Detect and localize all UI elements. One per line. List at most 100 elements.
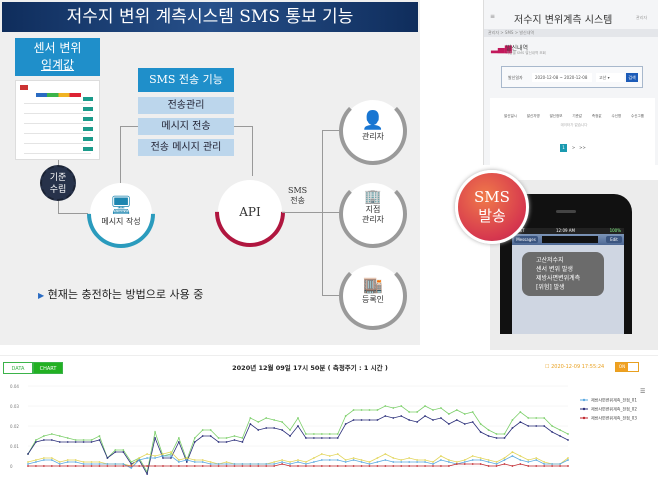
last-page-button[interactable]: >> bbox=[579, 145, 586, 150]
data-point bbox=[114, 449, 117, 451]
date-range-input[interactable]: 2020-12-08 ~ 2020-12-08 bbox=[532, 73, 592, 82]
data-point bbox=[217, 463, 220, 465]
data-point bbox=[98, 435, 101, 437]
data-point bbox=[193, 437, 196, 439]
data-point bbox=[193, 465, 196, 467]
edit-button[interactable]: Edit bbox=[606, 236, 622, 243]
data-point bbox=[233, 463, 236, 465]
column-header: 발신정보 bbox=[549, 114, 563, 118]
data-point bbox=[241, 465, 244, 467]
data-point bbox=[400, 465, 403, 467]
data-point bbox=[416, 411, 419, 413]
threshold-table-thumbnail bbox=[15, 80, 100, 160]
user-name[interactable]: 관리자 bbox=[636, 15, 648, 20]
chart-menu-icon[interactable]: ☰ bbox=[640, 388, 646, 395]
data-point bbox=[312, 465, 315, 467]
data-point bbox=[567, 433, 569, 435]
data-point bbox=[519, 455, 522, 457]
data-point bbox=[344, 465, 347, 467]
data-point bbox=[106, 457, 109, 459]
data-point bbox=[273, 461, 276, 463]
data-point bbox=[320, 453, 323, 455]
data-point bbox=[344, 461, 347, 463]
data-point bbox=[265, 465, 268, 467]
data-point bbox=[193, 441, 196, 443]
data-point bbox=[392, 417, 395, 419]
data-point bbox=[527, 465, 530, 467]
data-point bbox=[328, 433, 331, 435]
data-point bbox=[217, 437, 220, 439]
sensor-box-line: 센서 변위 bbox=[33, 41, 82, 55]
data-point bbox=[122, 465, 125, 467]
data-point bbox=[241, 463, 244, 465]
y-tick-label: 0 bbox=[10, 464, 13, 469]
data-point bbox=[376, 461, 379, 463]
data-point bbox=[535, 425, 538, 427]
data-point bbox=[289, 463, 291, 465]
data-point bbox=[352, 459, 355, 461]
data-point bbox=[479, 423, 482, 425]
data-point bbox=[225, 463, 228, 465]
auto-refresh-toggle[interactable]: ON bbox=[615, 362, 639, 372]
data-point bbox=[328, 465, 331, 467]
data-point bbox=[162, 455, 164, 457]
data-point bbox=[50, 433, 53, 435]
next-page-button[interactable]: > bbox=[571, 145, 576, 150]
data-point bbox=[336, 459, 339, 461]
data-point bbox=[98, 439, 101, 441]
data-point bbox=[27, 453, 29, 455]
tab-data[interactable]: DATA bbox=[3, 362, 33, 374]
data-point bbox=[559, 465, 561, 467]
data-point bbox=[416, 421, 419, 423]
data-point bbox=[424, 415, 426, 417]
data-point bbox=[42, 457, 45, 459]
speaker-icon bbox=[556, 210, 576, 213]
timestamp-text: 2020-12-09 17:55:24 bbox=[551, 364, 605, 370]
data-point bbox=[527, 417, 530, 419]
data-point bbox=[58, 465, 61, 467]
data-point bbox=[50, 459, 53, 461]
data-point bbox=[66, 461, 69, 463]
data-point bbox=[368, 461, 371, 463]
data-point bbox=[154, 457, 156, 459]
data-point bbox=[487, 459, 490, 461]
data-point bbox=[305, 461, 307, 463]
column-header: 수신명 bbox=[611, 114, 622, 118]
data-point bbox=[249, 423, 252, 425]
search-button[interactable]: 검색 bbox=[626, 73, 638, 82]
column-header: 기준값 bbox=[572, 114, 583, 118]
table-header: 발신일시 발신자명 발신정보 기준값 측정값 수신명 수신그룹 bbox=[504, 114, 644, 119]
data-point bbox=[527, 425, 530, 427]
data-point bbox=[27, 461, 29, 463]
results-panel: 발신일시 발신자명 발신정보 기준값 측정값 수신명 수신그룹 데이터가 없습니다 1 > … bbox=[490, 98, 655, 165]
data-point bbox=[408, 411, 411, 413]
data-point bbox=[471, 459, 474, 461]
data-point bbox=[209, 429, 212, 431]
data-point bbox=[130, 467, 133, 469]
data-point bbox=[257, 421, 260, 423]
filter-box: 발신일자 2020-12-08 ~ 2020-12-08 고산 ▾ 검색 bbox=[501, 66, 643, 88]
data-point bbox=[487, 429, 490, 431]
data-point bbox=[74, 441, 77, 443]
menu-icon[interactable]: ≡ bbox=[490, 13, 496, 20]
data-point bbox=[432, 461, 434, 463]
data-point bbox=[305, 463, 307, 465]
data-point bbox=[455, 409, 458, 411]
data-point bbox=[305, 433, 307, 435]
data-point bbox=[154, 465, 156, 467]
messages-back-button[interactable]: Messages bbox=[514, 236, 538, 243]
tab-chart[interactable]: CHART bbox=[33, 362, 63, 374]
data-point bbox=[58, 435, 61, 437]
data-point bbox=[281, 459, 284, 461]
compose-label: 메시지 작성 bbox=[101, 217, 141, 226]
data-point bbox=[114, 463, 117, 465]
data-point bbox=[543, 461, 546, 463]
data-point bbox=[281, 421, 284, 423]
data-point bbox=[352, 409, 355, 411]
data-point bbox=[289, 465, 291, 467]
data-point bbox=[424, 465, 426, 467]
page-1-button[interactable]: 1 bbox=[560, 144, 567, 152]
data-point bbox=[392, 407, 395, 409]
site-select[interactable]: 고산 ▾ bbox=[596, 73, 624, 82]
data-point bbox=[312, 433, 315, 435]
